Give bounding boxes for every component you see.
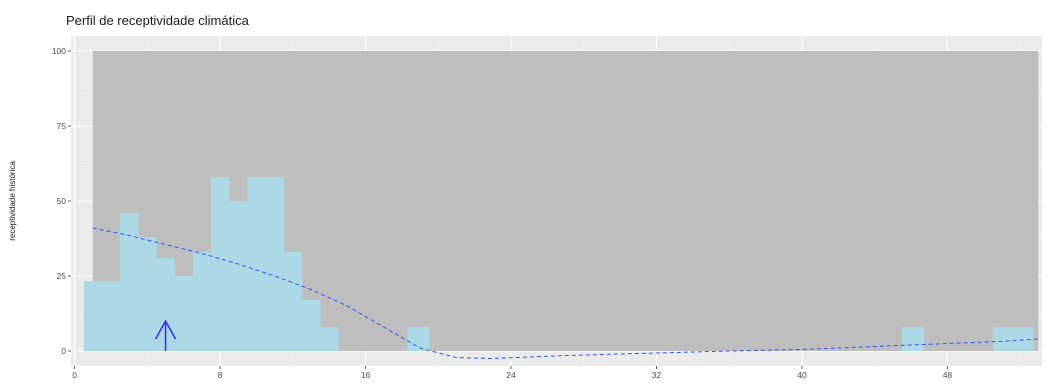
histogram-bar [283,252,303,351]
histogram-bar [992,327,1034,351]
y-tick-label: 100 [52,46,66,56]
y-tick-label: 25 [57,271,67,281]
x-tick-label: 0 [72,370,77,380]
x-tick-label: 40 [797,370,807,380]
histogram-bar [211,177,230,351]
histogram-bars [83,177,1034,351]
histogram-bar [901,327,925,351]
y-tick-label: 0 [61,346,66,356]
histogram-bar [265,177,285,351]
x-tick-label: 24 [506,370,516,380]
histogram-bar [138,237,157,351]
histogram-bar [407,327,430,351]
chart-title: Perfil de receptividade climática [66,13,250,28]
x-tick-label: 48 [943,370,953,380]
x-tick-label: 16 [361,370,371,380]
event-marker [154,319,177,351]
y-axis-title: receptividade histórica [8,161,17,241]
marker-arrowhead [154,319,177,340]
histogram-bar [101,281,121,351]
x-tick-label: 32 [652,370,662,380]
y-tick-label: 50 [57,196,67,206]
axes: 0 25 50 75 100 0 8 16 24 32 40 48 [52,46,953,380]
histogram-bar [301,300,321,351]
histogram-bar [83,281,103,351]
y-tick-label: 75 [57,121,67,131]
histogram-bar [247,177,266,351]
histogram-bar [320,327,339,351]
histogram-bar [174,276,194,351]
histogram-bar [192,252,212,351]
x-tick-label: 8 [218,370,223,380]
trend-line [92,227,1039,360]
histogram-bar [120,213,139,351]
histogram-bar [229,201,248,351]
